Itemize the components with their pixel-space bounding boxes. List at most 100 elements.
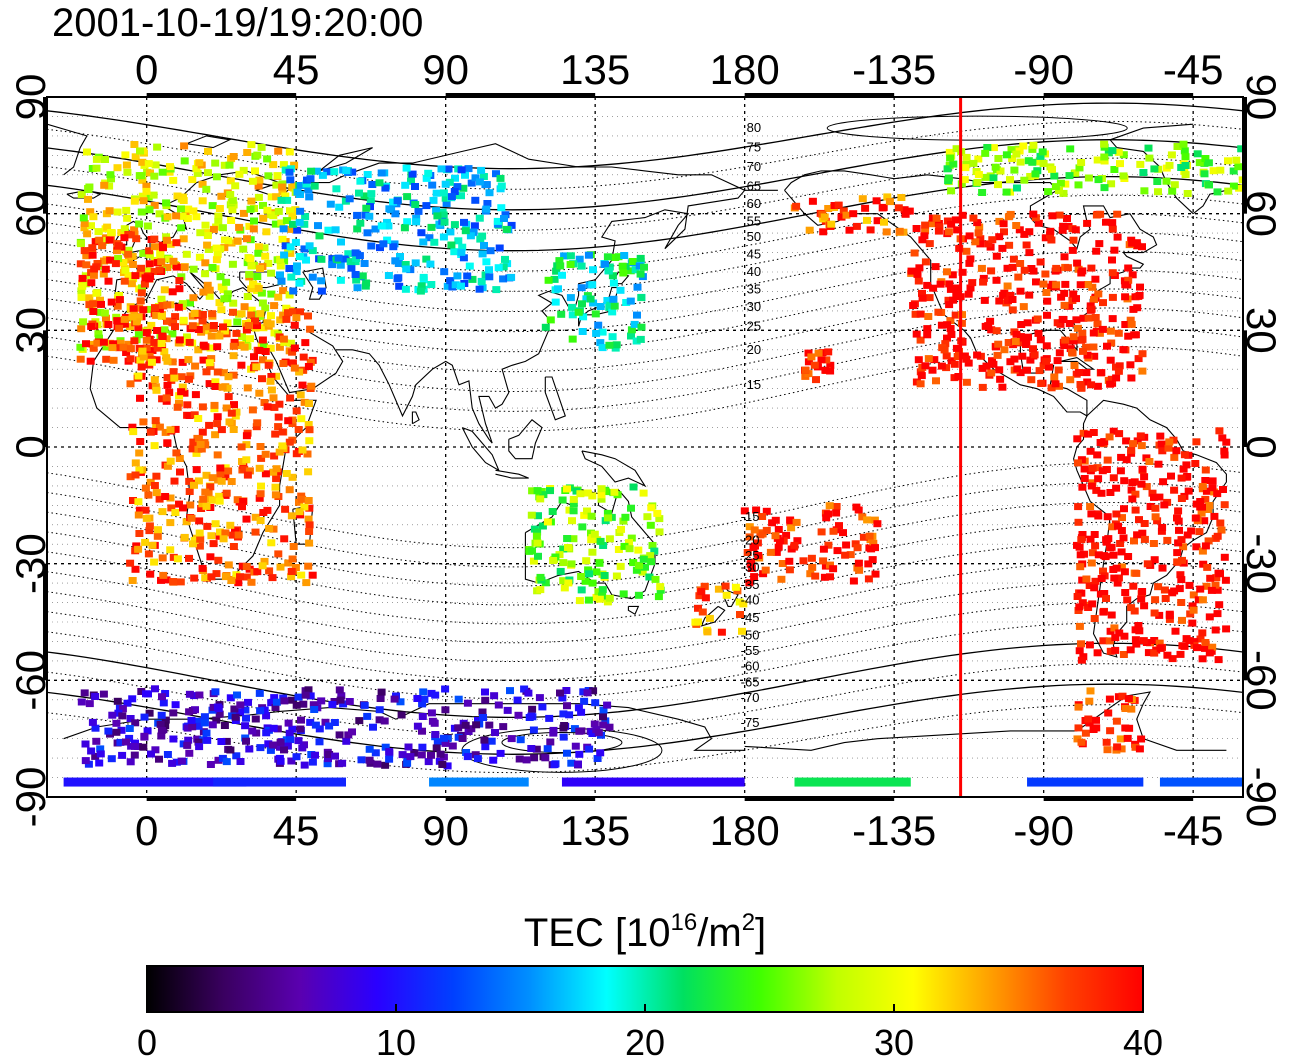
tec-point — [151, 161, 160, 169]
tec-point — [1189, 591, 1198, 599]
tec-point — [1093, 156, 1102, 164]
tec-point — [120, 320, 129, 328]
tec-point — [1215, 427, 1224, 435]
tec-point — [845, 226, 854, 234]
tec-point — [120, 225, 129, 233]
tec-point — [135, 506, 144, 514]
tec-point — [973, 178, 982, 186]
tec-point — [1108, 293, 1117, 301]
tec-point — [1106, 356, 1115, 364]
tec-point — [1020, 176, 1029, 184]
tec-point — [165, 255, 174, 263]
tec-point — [839, 529, 847, 537]
tec-point — [345, 698, 354, 705]
tec-point — [85, 183, 94, 191]
tec-point — [554, 285, 562, 293]
tec-point — [1234, 163, 1243, 171]
tec-point — [1127, 705, 1136, 713]
tec-point — [759, 570, 768, 578]
tec-point — [375, 706, 384, 714]
tec-point — [228, 206, 237, 214]
tec-point — [568, 517, 576, 525]
tec-point — [226, 694, 235, 702]
tec-point — [1051, 380, 1060, 388]
tec-point — [389, 198, 398, 206]
tec-point — [298, 381, 307, 389]
africa-coast — [89, 310, 317, 580]
tec-point — [774, 543, 783, 551]
tec-point — [588, 579, 597, 587]
tec-point — [1169, 436, 1178, 444]
tec-point — [437, 165, 446, 173]
tec-point — [141, 506, 150, 514]
tec-point — [604, 267, 613, 275]
tec-point — [656, 583, 665, 591]
tec-point — [297, 415, 306, 423]
tec-point — [158, 302, 167, 310]
tec-point — [135, 220, 144, 228]
tec-point — [584, 251, 593, 259]
tec-point — [961, 164, 970, 172]
tec-point — [600, 572, 609, 579]
tec-point — [189, 540, 197, 548]
tec-point — [641, 563, 649, 571]
tec-point — [438, 761, 447, 768]
tec-point — [1073, 435, 1082, 443]
tec-point — [206, 344, 215, 352]
tec-point — [288, 416, 297, 424]
tec-point — [306, 692, 315, 700]
tec-point — [559, 545, 568, 553]
tec-point — [1087, 381, 1096, 389]
tec-point — [440, 268, 449, 276]
tec-point — [1197, 509, 1206, 517]
tec-point — [199, 356, 208, 364]
tec-point — [302, 256, 310, 264]
tec-point — [1014, 273, 1023, 281]
tec-point — [194, 738, 203, 746]
tec-point — [943, 165, 952, 173]
tec-point — [485, 189, 494, 197]
tec-point — [267, 386, 276, 394]
tec-point — [627, 504, 635, 512]
tec-point — [271, 704, 280, 711]
tec-point — [747, 565, 756, 572]
tec-point — [1086, 535, 1095, 543]
tec-point — [842, 211, 851, 219]
tec-point — [150, 376, 159, 384]
tec-point — [616, 286, 625, 294]
tec-point — [873, 217, 882, 225]
tec-point — [290, 364, 299, 372]
tec-point — [485, 266, 493, 274]
tec-point — [1069, 290, 1078, 298]
tec-point — [288, 473, 297, 481]
tec-point — [1108, 147, 1117, 155]
tec-point — [1060, 342, 1069, 349]
tec-point — [1060, 289, 1069, 297]
tec-point — [277, 196, 286, 204]
tec-point — [974, 229, 983, 237]
bottom-tick-label: -90 — [1013, 807, 1074, 854]
tec-point — [1022, 340, 1031, 348]
tec-point — [1200, 170, 1209, 178]
contour-label: -25 — [741, 548, 760, 563]
tec-point — [166, 240, 175, 248]
tec-point — [274, 147, 283, 155]
contour-label: 70 — [747, 159, 761, 174]
tec-point — [821, 562, 830, 570]
tec-point — [1182, 461, 1191, 469]
tec-point — [1101, 553, 1110, 561]
tec-point — [1100, 157, 1109, 165]
contour-line — [47, 102, 1243, 170]
tec-point — [1094, 512, 1103, 520]
tec-point — [240, 303, 249, 311]
tec-point — [1031, 214, 1040, 222]
tec-point — [942, 352, 951, 360]
tec-point — [463, 272, 472, 280]
tec-point — [1135, 516, 1143, 524]
tec-point — [910, 249, 919, 257]
tec-point — [239, 209, 248, 217]
tec-point — [998, 244, 1007, 252]
tec-point — [353, 225, 362, 233]
tec-point — [1097, 575, 1106, 582]
tec-point — [138, 347, 147, 355]
